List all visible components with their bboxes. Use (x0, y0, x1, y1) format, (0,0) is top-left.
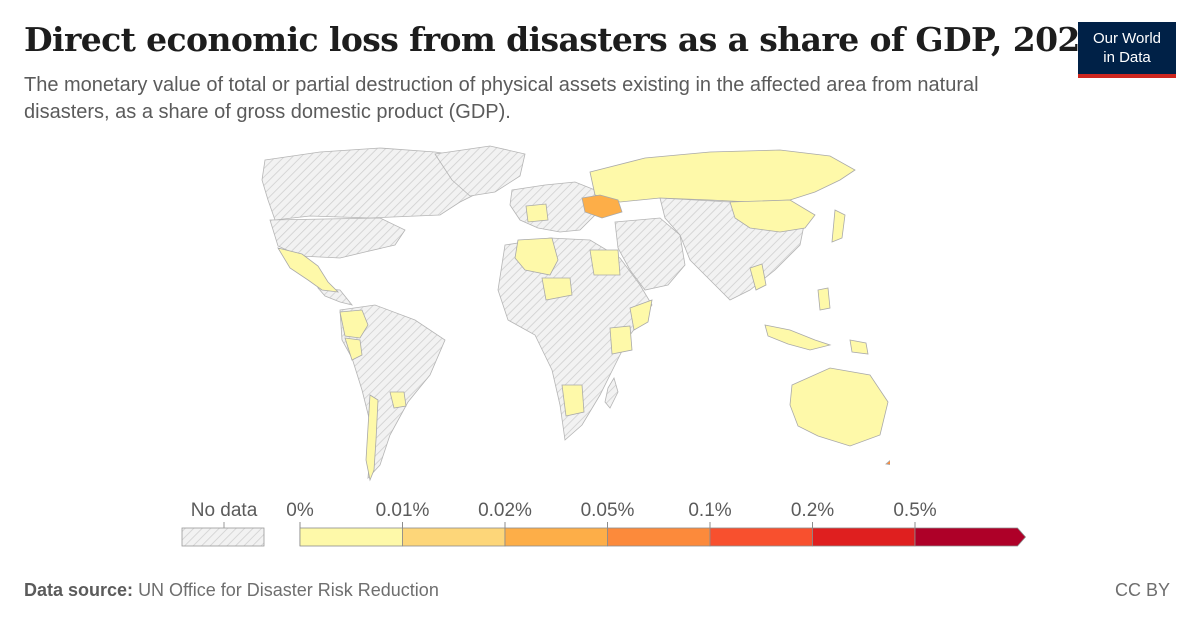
country-paraguay[interactable] (389, 391, 407, 409)
country-middle-east[interactable] (614, 217, 686, 291)
country-japan[interactable] (831, 209, 846, 243)
country-somalia-ethiopia[interactable] (629, 299, 653, 331)
legend-swatch-6[interactable] (914, 527, 1027, 547)
country-south-america[interactable] (339, 304, 446, 480)
chart-subtitle: The monetary value of total or partial d… (24, 74, 979, 123)
country-png[interactable] (849, 339, 869, 355)
footer-source-label: Data source: (24, 580, 134, 600)
country-new-zealand[interactable] (885, 432, 890, 466)
legend-label-1: 0.01% (376, 500, 430, 521)
logo-line-2: in Data (1103, 49, 1151, 66)
country-myanmar[interactable] (749, 263, 767, 291)
legend-swatch-2[interactable] (504, 527, 608, 547)
legend-no-data-label: No data (191, 500, 258, 521)
country-greenland[interactable] (434, 145, 526, 197)
legend-label-4: 0.1% (688, 500, 731, 521)
legend-swatch-0[interactable] (299, 527, 403, 547)
country-mexico[interactable] (277, 247, 340, 293)
country-canada-alaska[interactable] (261, 147, 496, 221)
country-central-america[interactable] (317, 287, 354, 306)
owid-logo[interactable]: Our World in Data (1078, 22, 1176, 78)
country-indonesia[interactable] (764, 324, 832, 351)
country-usa[interactable] (269, 217, 406, 259)
legend-label-0: 0% (286, 500, 314, 521)
footer-source: Data source: UN Office for Disaster Risk… (24, 580, 439, 601)
legend-label-5: 0.2% (791, 500, 834, 521)
country-niger[interactable] (541, 277, 573, 301)
country-china-region[interactable] (729, 199, 816, 233)
legend-no-data-swatch[interactable] (181, 527, 265, 547)
country-chile[interactable] (365, 394, 379, 482)
country-egypt[interactable] (589, 249, 621, 276)
legend-swatch-4[interactable] (709, 527, 813, 547)
country-peru[interactable] (344, 337, 363, 361)
chart-title: Direct economic loss from disasters as a… (24, 20, 1103, 59)
country-ukraine[interactable] (581, 194, 623, 219)
legend-label-6: 0.5% (893, 500, 936, 521)
country-colombia[interactable] (339, 309, 369, 339)
country-madagascar[interactable] (604, 377, 619, 409)
country-philippines[interactable] (817, 287, 831, 311)
color-legend: No data 0% 0.01% 0.02% 0.05% 0.1% 0.2% 0.5% (181, 500, 1027, 547)
legend-label-2: 0.02% (478, 500, 532, 521)
footer-source-value[interactable]: UN Office for Disaster Risk Reduction (138, 580, 439, 600)
country-australia[interactable] (789, 367, 889, 447)
country-algeria[interactable] (514, 237, 559, 276)
country-spain[interactable] (525, 203, 549, 223)
country-namibia[interactable] (561, 384, 585, 417)
legend-swatch-1[interactable] (402, 527, 506, 547)
country-tanzania[interactable] (609, 325, 633, 355)
footer-license[interactable]: CC BY (1114, 580, 1170, 600)
legend-swatch-5[interactable] (812, 527, 916, 547)
world-map[interactable] (190, 140, 890, 490)
country-russia[interactable] (589, 149, 856, 203)
legend-label-3: 0.05% (581, 500, 635, 521)
legend-swatch-3[interactable] (607, 527, 711, 547)
logo-line-1: Our World (1092, 30, 1162, 47)
